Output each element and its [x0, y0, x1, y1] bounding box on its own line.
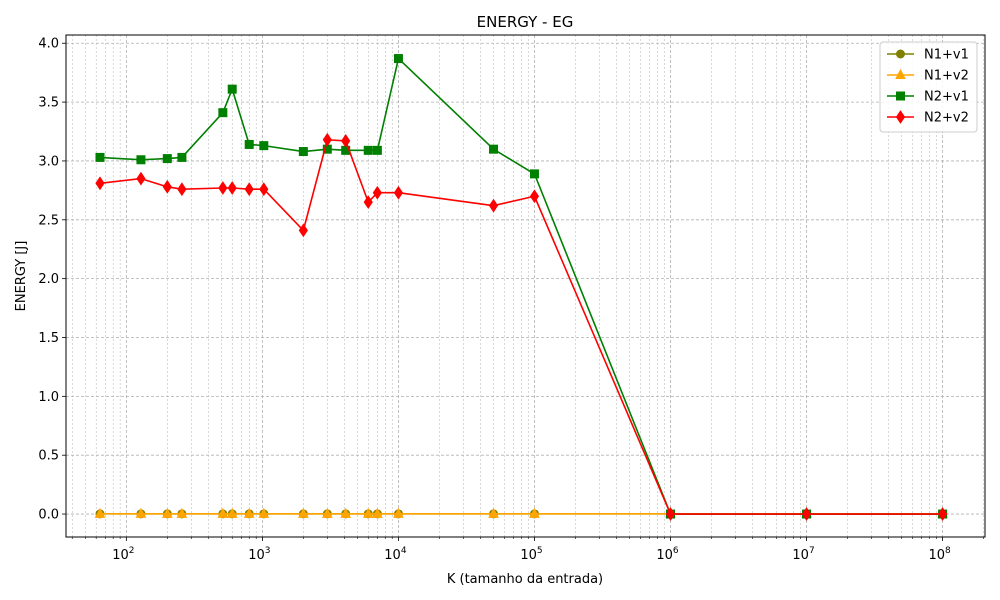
data-point: [259, 182, 269, 197]
data-point: [227, 181, 237, 195]
data-point: [363, 145, 373, 155]
data-point: [243, 507, 255, 518]
y-axis-title: ENERGY [J]: [14, 241, 29, 312]
y-tick-label: 1.5: [38, 331, 59, 346]
series-line: [99, 57, 943, 515]
legend-item: N1+v2: [887, 69, 969, 84]
legend-marker: [896, 91, 905, 101]
data-point: [217, 507, 229, 518]
data-point: [341, 134, 351, 148]
data-point: [393, 507, 404, 518]
y-tick-label: 1.0: [38, 390, 59, 405]
data-point: [298, 507, 309, 518]
data-point: [218, 108, 228, 118]
data-point: [162, 179, 172, 194]
data-point: [161, 507, 173, 518]
legend-label: N2+v2: [924, 111, 969, 126]
y-tick-label: 0.0: [38, 508, 59, 523]
data-point: [529, 189, 540, 204]
y-tick-label: 4.0: [38, 37, 59, 52]
legend-item: N1+v1: [887, 48, 969, 63]
x-tick-label: 103: [248, 546, 270, 563]
data-point: [226, 507, 238, 518]
legend-box: [879, 41, 978, 133]
data-point: [227, 84, 237, 94]
y-tick-label: 2.5: [38, 213, 59, 228]
x-tick-label: 104: [384, 546, 407, 563]
data-point: [176, 507, 188, 518]
data-point: [362, 507, 374, 518]
data-point: [937, 507, 948, 521]
data-point: [665, 507, 676, 521]
legend-label: N1+v1: [924, 48, 969, 63]
legend-marker: [895, 110, 906, 124]
axis-ticks: 102 103 104 105 106 107 108 0.0 0.5 1.0 1.5 2.0 2.5 3…: [38, 37, 984, 563]
y-tick-label: 3.5: [38, 96, 59, 111]
series-n2-v2: [95, 132, 948, 521]
data-point: [94, 507, 106, 518]
data-point: [136, 155, 146, 165]
data-point: [177, 152, 187, 162]
data-point: [162, 154, 172, 164]
legend-label: N2+v1: [924, 90, 969, 105]
data-point: [393, 185, 404, 200]
grid-lines: [66, 35, 985, 537]
data-point: [393, 54, 403, 64]
data-point: [258, 507, 270, 518]
data-point: [801, 507, 812, 521]
data-point: [244, 182, 254, 197]
data-point: [177, 182, 187, 197]
data-point: [298, 223, 308, 238]
data-point: [136, 171, 146, 186]
data-point: [372, 145, 382, 155]
data-point: [363, 195, 373, 210]
data-point: [95, 176, 105, 191]
data-point: [322, 132, 332, 147]
plot-frame: [65, 34, 986, 538]
data-point: [321, 507, 333, 518]
data-point: [489, 144, 499, 154]
data-point: [244, 139, 254, 149]
data-point: [529, 507, 540, 518]
data-point: [135, 507, 147, 518]
x-tick-label: 105: [520, 546, 542, 563]
x-tick-label: 106: [656, 546, 679, 563]
series-layer: [94, 54, 948, 521]
data-point: [259, 141, 269, 151]
data-point: [529, 169, 539, 179]
data-point: [488, 198, 499, 213]
x-axis-title: K (tamanho da entrada): [447, 572, 603, 587]
x-tick-label: 102: [112, 546, 134, 563]
x-tick-label: 108: [928, 546, 951, 563]
legend-marker: [896, 49, 905, 59]
legend-marker: [895, 68, 906, 79]
data-point: [298, 147, 308, 157]
series-n1-v2: [94, 507, 948, 518]
legend-item: N2+v2: [887, 110, 969, 126]
data-point: [372, 185, 382, 200]
legend-item: N2+v1: [887, 90, 969, 105]
y-tick-label: 3.0: [38, 154, 59, 169]
data-point: [372, 507, 383, 518]
chart-title: ENERGY - EG: [477, 13, 574, 31]
y-tick-label: 2.0: [38, 272, 59, 287]
x-tick-label: 107: [792, 546, 814, 563]
y-tick-label: 0.5: [38, 449, 59, 464]
data-point: [340, 507, 352, 518]
legend-label: N1+v2: [924, 69, 969, 84]
legend: N1+v1 N1+v2 N2+v1 N2+v2: [879, 41, 978, 133]
data-point: [218, 181, 228, 195]
data-point: [95, 152, 105, 162]
data-point: [488, 507, 499, 518]
